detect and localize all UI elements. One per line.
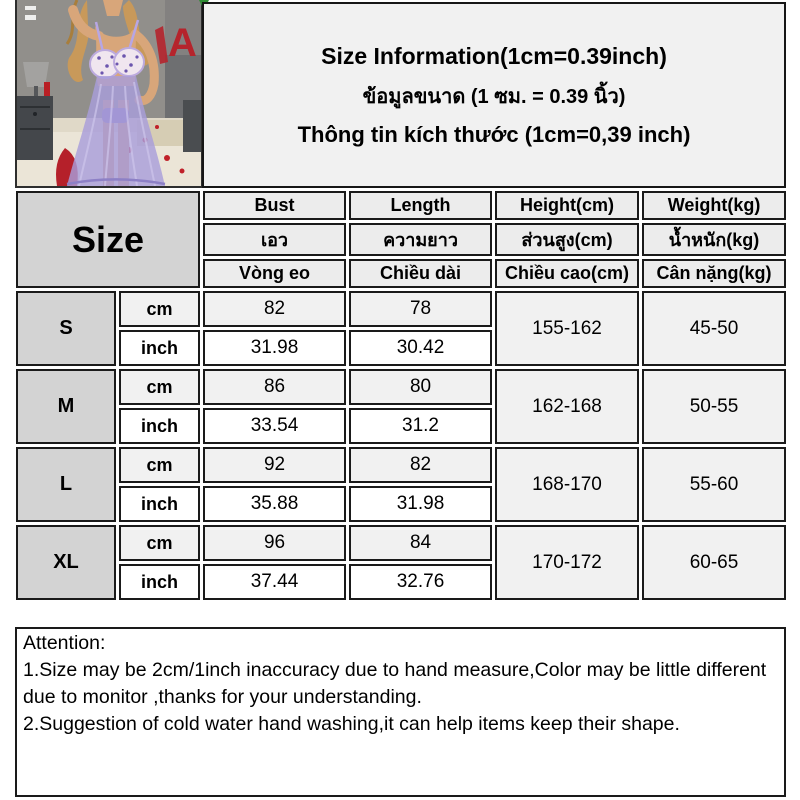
size-table: Size Bust Length Height(cm) Weight(kg) เ… <box>13 188 789 603</box>
purple-babydoll-dress <box>66 19 166 186</box>
cell-s-height: 155-162 <box>495 291 640 366</box>
cell-xl-length-inch: 32.76 <box>349 564 493 600</box>
row-xl-cm: XL cm 96 84 170-172 60-65 <box>16 525 787 600</box>
col-weight-th: น้ำหนัก(kg) <box>642 223 787 256</box>
attention-box: Attention: 1.Size may be 2cm/1inch inacc… <box>15 627 786 797</box>
row-l-cm: L cm 92 82 168-170 55-60 <box>16 447 787 522</box>
cell-l-bust-inch: 35.88 <box>203 486 347 522</box>
floral-dots <box>97 54 139 75</box>
col-length-th: ความยาว <box>349 223 493 256</box>
cell-xl-weight: 60-65 <box>642 525 787 600</box>
unit-inch-l: inch <box>119 486 201 522</box>
product-photo: A <box>15 0 203 188</box>
cell-s-length-inch: 30.42 <box>349 330 493 366</box>
right-nightstand <box>183 100 201 152</box>
header-row-vietnamese: Vòng eo Chiều dài Chiều cao(cm) Cân nặng… <box>16 259 787 288</box>
cell-m-length-inch: 31.2 <box>349 408 493 444</box>
cell-s-bust-cm: 82 <box>203 291 347 327</box>
title-thai: ข้อมูลขนาด (1 ซม. = 0.39 นิ้ว) <box>362 85 626 108</box>
row-l-inch: inch 35.88 31.98 <box>16 486 786 522</box>
cell-l-length-inch: 31.98 <box>349 486 493 522</box>
attention-note-1: 1.Size may be 2cm/1inch inaccuracy due t… <box>23 658 767 708</box>
attention-note-2: 2.Suggestion of cold water hand washing,… <box>23 712 680 735</box>
cell-s-weight: 45-50 <box>642 291 787 366</box>
header-row-english: Size Bust Length Height(cm) Weight(kg) <box>16 191 787 288</box>
attention-heading: Attention: <box>23 632 106 654</box>
unit-inch-xl: inch <box>119 564 201 600</box>
balloon-letters: A <box>155 21 197 65</box>
cell-m-bust-inch: 33.54 <box>203 408 347 444</box>
cell-s-length-cm: 78 <box>349 291 493 327</box>
row-m-cm: M cm 86 80 162-168 50-55 <box>16 369 787 444</box>
cell-xl-length-cm: 84 <box>349 525 493 561</box>
cell-xl-bust-inch: 37.44 <box>203 564 347 600</box>
product-photo-illustration: A <box>17 0 201 186</box>
cell-l-height: 168-170 <box>495 447 640 522</box>
size-label-m: M <box>16 369 116 444</box>
col-height-en: Height(cm) <box>495 191 640 220</box>
col-weight-en: Weight(kg) <box>642 191 787 220</box>
size-label-l: L <box>16 447 116 522</box>
size-information-title-box: Size Information(1cm=0.39inch) ข้อมูลขนา… <box>202 2 786 188</box>
col-bust-en: Bust <box>203 191 347 220</box>
cell-m-weight: 50-55 <box>642 369 787 444</box>
row-m-inch: inch 33.54 31.2 <box>16 408 786 444</box>
cell-m-bust-cm: 86 <box>203 369 347 405</box>
col-height-th: ส่วนสูง(cm) <box>495 223 640 256</box>
cell-m-height: 162-168 <box>495 369 640 444</box>
unit-cm-m: cm <box>119 369 201 405</box>
col-length-en: Length <box>349 191 493 220</box>
unit-cm-l: cm <box>119 447 201 483</box>
col-bust-vi: Vòng eo <box>203 259 347 288</box>
cell-s-bust-inch: 31.98 <box>203 330 347 366</box>
unit-cm-xl: cm <box>119 525 201 561</box>
cell-l-length-cm: 82 <box>349 447 493 483</box>
photo-watermark <box>25 6 36 20</box>
balloon-letter-a: A <box>168 21 197 65</box>
row-s-inch: inch 31.98 30.42 <box>16 330 786 366</box>
cell-m-length-cm: 80 <box>349 369 493 405</box>
unit-cm-s: cm <box>119 291 201 327</box>
col-bust-th: เอว <box>203 223 347 256</box>
title-english: Size Information(1cm=0.39inch) <box>321 42 667 69</box>
sheer-folds <box>78 81 156 186</box>
row-xl-inch: inch 37.44 32.76 <box>16 564 786 600</box>
size-corner-cell: Size <box>16 191 201 288</box>
header-row-thai: เอว ความยาว ส่วนสูง(cm) น้ำหนัก(kg) <box>16 223 787 256</box>
col-height-vi: Chiều cao(cm) <box>495 259 640 288</box>
cell-xl-bust-cm: 96 <box>203 525 347 561</box>
cell-l-weight: 55-60 <box>642 447 787 522</box>
cell-l-bust-cm: 92 <box>203 447 347 483</box>
size-label-s: S <box>16 291 116 366</box>
unit-inch-m: inch <box>119 408 201 444</box>
col-weight-vi: Cân nặng(kg) <box>642 259 787 288</box>
unit-inch-s: inch <box>119 330 201 366</box>
nightstand-lamp <box>17 62 53 160</box>
col-length-vi: Chiều dài <box>349 259 493 288</box>
size-label-xl: XL <box>16 525 116 600</box>
cell-xl-height: 170-172 <box>495 525 640 600</box>
title-vietnamese: Thông tin kích thước (1cm=0,39 inch) <box>297 121 691 147</box>
row-s-cm: S cm 82 78 155-162 45-50 <box>16 291 787 366</box>
